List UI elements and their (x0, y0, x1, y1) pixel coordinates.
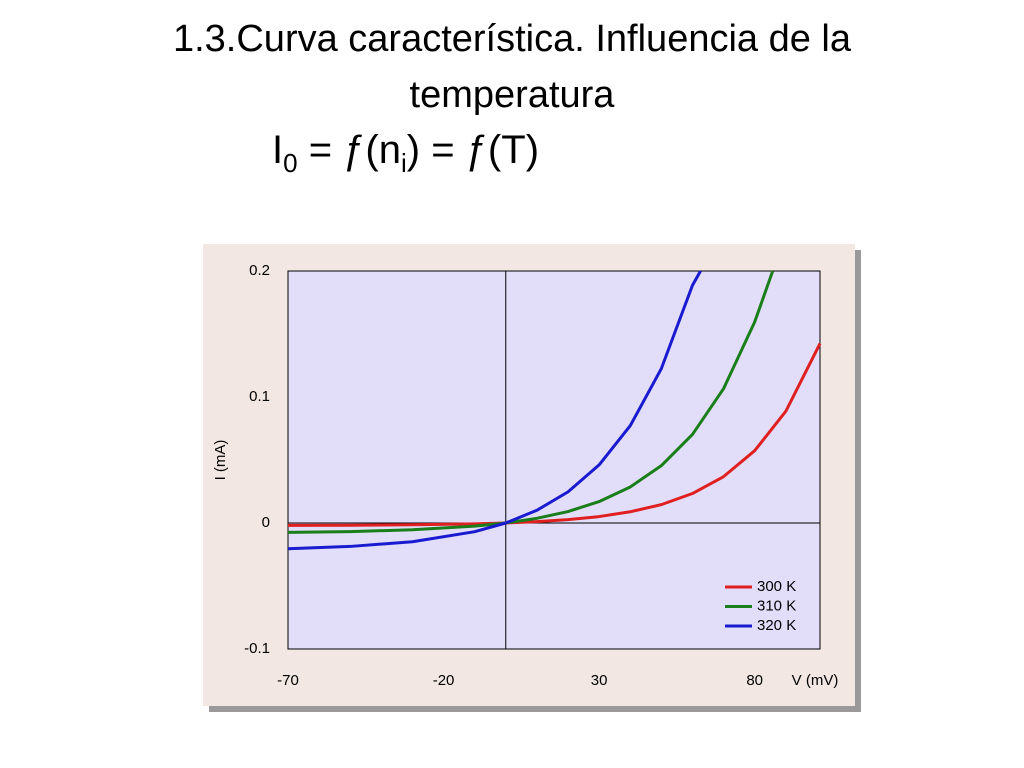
x-tick-label: 30 (591, 672, 608, 689)
x-tick-label: 80 (746, 672, 763, 689)
x-tick-label: -70 (277, 672, 299, 689)
series-line (287, 342, 822, 527)
x-tick-label: -20 (433, 672, 455, 689)
title-line: temperatura (409, 74, 615, 116)
y-tick-label: -0.1 (244, 640, 270, 657)
formula-part: I (272, 128, 284, 172)
x-axis-label: V (mV) (792, 672, 839, 689)
formula: I0 = ƒ(ni) = ƒ(T) (272, 128, 539, 179)
plot-area (287, 270, 821, 650)
legend-label: 300 K (757, 578, 796, 595)
legend-label: 320 K (757, 617, 796, 634)
y-tick-label: 0 (262, 514, 270, 531)
legend-label: 310 K (757, 597, 796, 614)
title-line: 1.3.Curva característica. Influencia de … (172, 18, 851, 60)
y-axis-label: I (mA) (212, 440, 229, 481)
formula-sub: 0 (283, 148, 298, 178)
formula-part: ) = ƒ(T) (406, 128, 540, 172)
formula-part: = ƒ(n (297, 128, 401, 172)
series-line (287, 270, 702, 551)
y-tick-label: 0.1 (249, 388, 270, 405)
series-line (287, 270, 775, 534)
y-tick-label: 0.2 (249, 262, 270, 279)
formula-sub: i (401, 148, 407, 178)
